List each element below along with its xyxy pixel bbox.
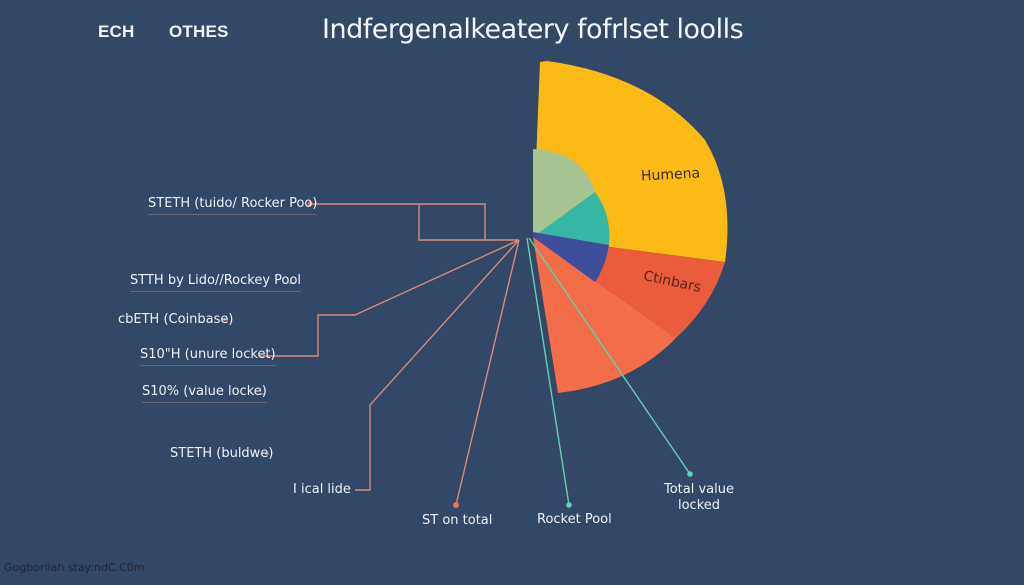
bottom-label: Total value locked [664, 482, 735, 513]
slice-teal [533, 192, 610, 245]
tab-ech[interactable]: ECH [98, 22, 135, 41]
legend-label: S10"H (unure locket) [140, 347, 276, 366]
bottom-label: ST on total [422, 513, 493, 528]
legend-label: cbETH (Coinbase) [118, 312, 234, 327]
callout-dot [687, 471, 693, 477]
legend-label: STETH (buldwe) [170, 446, 274, 461]
callout-dot [307, 201, 313, 207]
callout-dot [453, 502, 459, 508]
callout-lines-green [526, 237, 691, 506]
slice-light-green [533, 149, 595, 237]
legend-label: STTH by Lido//Rockey Pool [130, 273, 302, 292]
slice-blue [533, 232, 609, 282]
tab-othes[interactable]: OTHES [169, 22, 229, 41]
callout-dot [566, 502, 572, 508]
legend-label: S10% (value locke) [142, 384, 267, 403]
footer-watermark: Gogboriiah stay:ndC.C0m [4, 561, 145, 574]
label-markers [223, 282, 294, 455]
legend-label: STETH (tuido/ Rocker Poo) [148, 196, 318, 215]
slice-orange [533, 237, 676, 393]
slice-label-humena: Humena [640, 165, 701, 185]
chart-title: Indfergenalkeatery fofrlset loolls [322, 14, 744, 45]
legend-label: I ical lide [293, 482, 351, 497]
bottom-label: Rocket Pool [537, 512, 612, 527]
callout-lines [265, 203, 520, 506]
